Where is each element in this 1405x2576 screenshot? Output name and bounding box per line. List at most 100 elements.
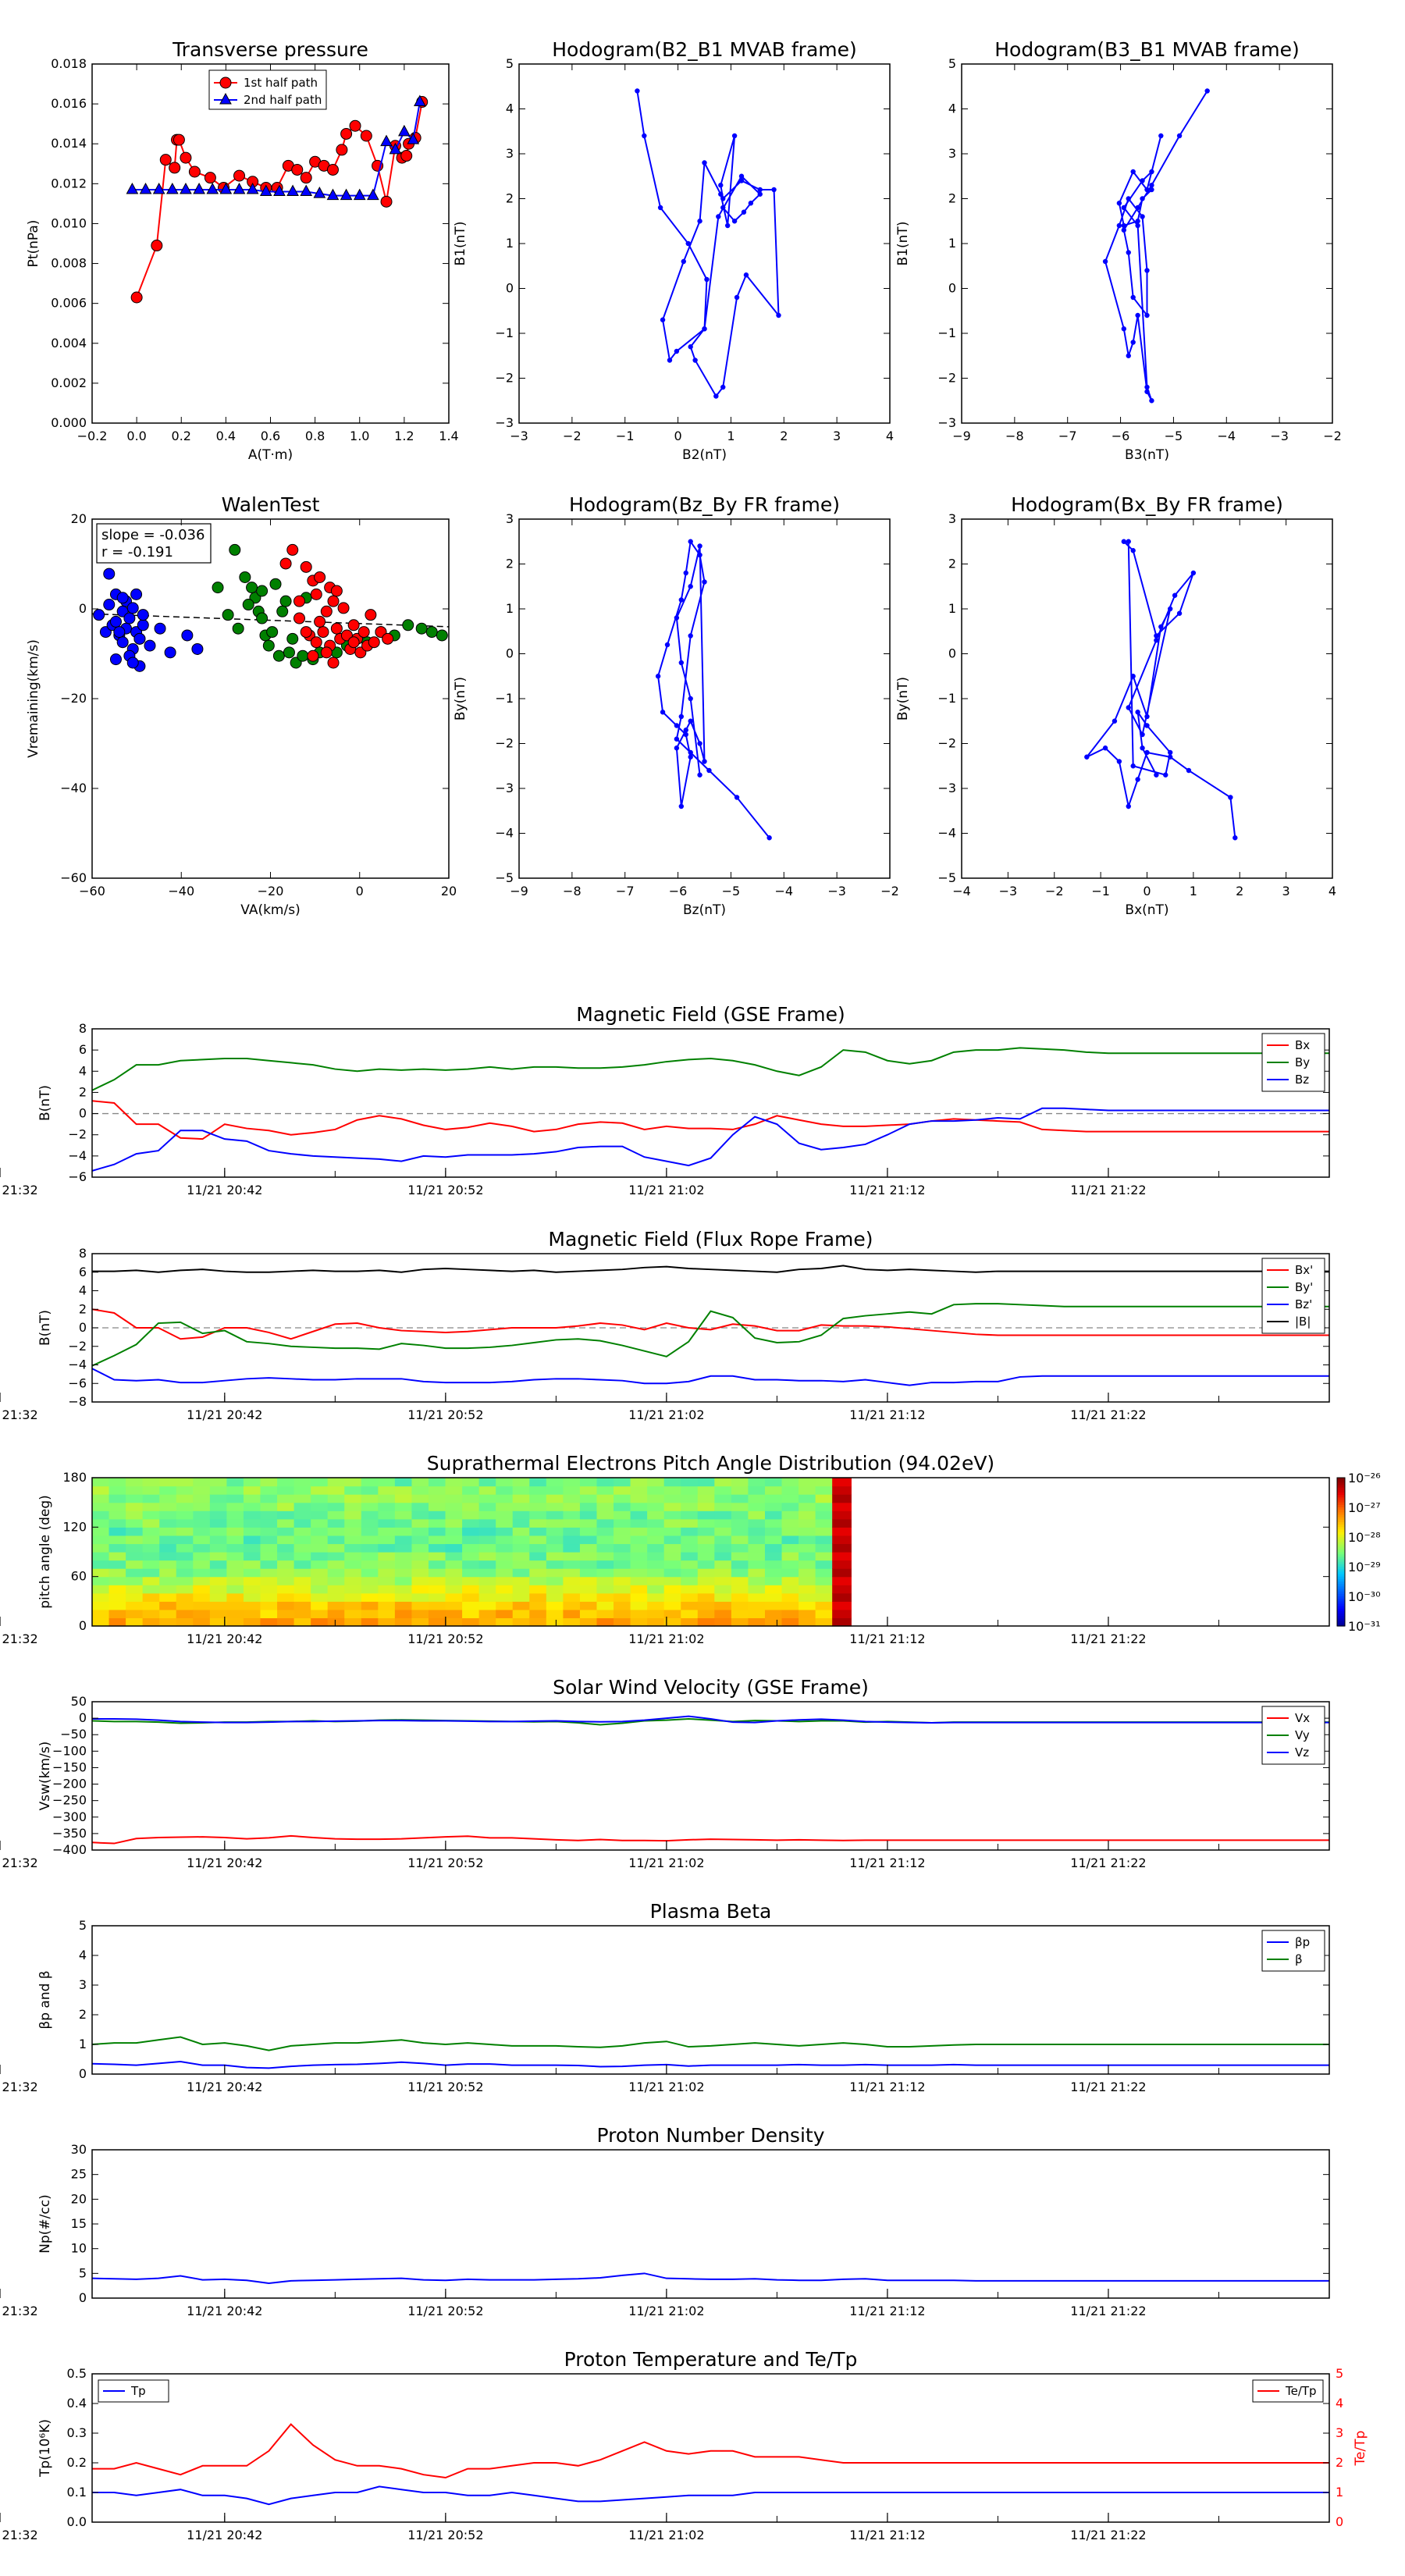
- legend-label: Tp: [130, 2384, 146, 2398]
- heatmap-cell: [697, 1601, 715, 1610]
- heatmap-cell: [293, 1592, 311, 1602]
- heatmap-cell: [764, 1568, 783, 1578]
- y-tick-label: 20: [71, 511, 87, 526]
- heatmap-cell: [697, 1510, 715, 1520]
- heatmap-cell: [378, 1543, 396, 1553]
- heatmap-cell: [378, 1552, 396, 1561]
- y-tick-label: −1: [495, 691, 514, 706]
- heatmap-cell: [832, 1609, 852, 1619]
- data-point: [1140, 745, 1145, 751]
- colorbar-cell: [1337, 1514, 1345, 1518]
- heatmap-cell: [529, 1560, 547, 1569]
- y-axis-label: Pt(nPa): [26, 220, 41, 268]
- heatmap-cell: [226, 1609, 244, 1619]
- heatmap-cell: [176, 1585, 194, 1594]
- heatmap-cell: [428, 1494, 446, 1503]
- heatmap-cell: [142, 1568, 160, 1578]
- heatmap-cell: [630, 1485, 648, 1495]
- y-tick-label: −4: [68, 1357, 87, 1372]
- heatmap-cell: [311, 1494, 329, 1503]
- heatmap-cell: [529, 1478, 547, 1487]
- heatmap-cell: [277, 1478, 295, 1487]
- heatmap-cell: [478, 1568, 496, 1578]
- data-point: [126, 182, 139, 194]
- heatmap-cell: [293, 1543, 311, 1553]
- heatmap-cell: [92, 1609, 110, 1619]
- heatmap-cell: [394, 1510, 413, 1520]
- heatmap-cell: [92, 1617, 110, 1627]
- x-tick-label: 11/21 21:22: [1070, 2304, 1146, 2318]
- heatmap-cell: [92, 1510, 110, 1520]
- plot-area: [92, 519, 449, 878]
- data-point: [1149, 398, 1154, 404]
- heatmap-cell: [663, 1502, 681, 1511]
- y-tick-label: 1: [948, 601, 956, 616]
- heatmap-cell: [546, 1527, 564, 1536]
- heatmap-cell: [277, 1560, 295, 1569]
- heatmap-cell: [277, 1543, 295, 1553]
- heatmap-cell: [579, 1543, 598, 1553]
- data-point: [642, 133, 647, 139]
- heatmap-cell: [209, 1576, 227, 1585]
- panel-bfr: Magnetic Field (Flux Rope Frame) B(nT) 11/…: [0, 1228, 1330, 1422]
- heatmap-cell: [748, 1568, 766, 1578]
- data-point: [1130, 763, 1136, 769]
- heatmap-cell: [781, 1592, 799, 1602]
- data-point: [310, 636, 322, 649]
- heatmap-cell: [126, 1543, 144, 1553]
- heatmap-cell: [462, 1510, 480, 1520]
- heatmap-cell: [546, 1552, 564, 1561]
- series-line: [91, 2061, 1329, 2069]
- heatmap-cell: [428, 1560, 446, 1569]
- y-tick-label: 0.004: [51, 336, 87, 350]
- heatmap-cell: [378, 1592, 396, 1602]
- heatmap-cell: [799, 1560, 816, 1569]
- heatmap-cell: [311, 1485, 329, 1495]
- heatmap-cell: [714, 1485, 732, 1495]
- heatmap-cell: [361, 1527, 379, 1536]
- heatmap-cell: [243, 1617, 261, 1627]
- y-tick-label: 5: [506, 56, 514, 71]
- heatmap-cell: [226, 1478, 244, 1487]
- y-tick-label: 5: [79, 1918, 87, 1933]
- heatmap-cell: [681, 1543, 699, 1553]
- heatmap-cell: [563, 1617, 581, 1627]
- data-point: [702, 579, 707, 585]
- y-tick-label: 0: [506, 281, 514, 296]
- heatmap-cell: [663, 1527, 681, 1536]
- data-point: [337, 602, 350, 614]
- colorbar-cell: [1337, 1582, 1345, 1585]
- heatmap-cell: [563, 1518, 581, 1528]
- data-point: [126, 656, 139, 669]
- data-point: [702, 326, 707, 332]
- heatmap-cell: [496, 1601, 514, 1610]
- y-tick-label: −2: [68, 1339, 87, 1354]
- heatmap-cell: [209, 1543, 227, 1553]
- heatmap-cell: [243, 1568, 261, 1578]
- heatmap-cell: [799, 1543, 816, 1553]
- heatmap-cell: [209, 1609, 227, 1619]
- legend-label: By: [1295, 1055, 1310, 1069]
- y-axis-label: By(nT): [453, 677, 468, 720]
- heatmap-cell: [176, 1502, 194, 1511]
- x-axis-label: VA(km/s): [240, 902, 300, 918]
- data-point: [1135, 219, 1140, 224]
- colorbar-cell: [1337, 1564, 1345, 1567]
- heatmap-cell: [142, 1592, 160, 1602]
- heatmap-cell: [142, 1617, 160, 1627]
- heatmap-cell: [445, 1560, 463, 1569]
- plot-frame: [91, 2373, 1330, 2523]
- x-tick-label: −2: [563, 429, 582, 443]
- heatmap-cell: [512, 1543, 530, 1553]
- heatmap-cell: [529, 1485, 547, 1495]
- heatmap-cell: [563, 1568, 581, 1578]
- heatmap-cell: [92, 1568, 110, 1578]
- heatmap-cell: [630, 1585, 648, 1594]
- data-point: [743, 272, 749, 278]
- heatmap-cell: [226, 1510, 244, 1520]
- x-tick-label: 11/21 21:12: [849, 1183, 925, 1197]
- heatmap-cell: [193, 1568, 211, 1578]
- data-point: [1130, 169, 1136, 175]
- data-point: [239, 571, 251, 583]
